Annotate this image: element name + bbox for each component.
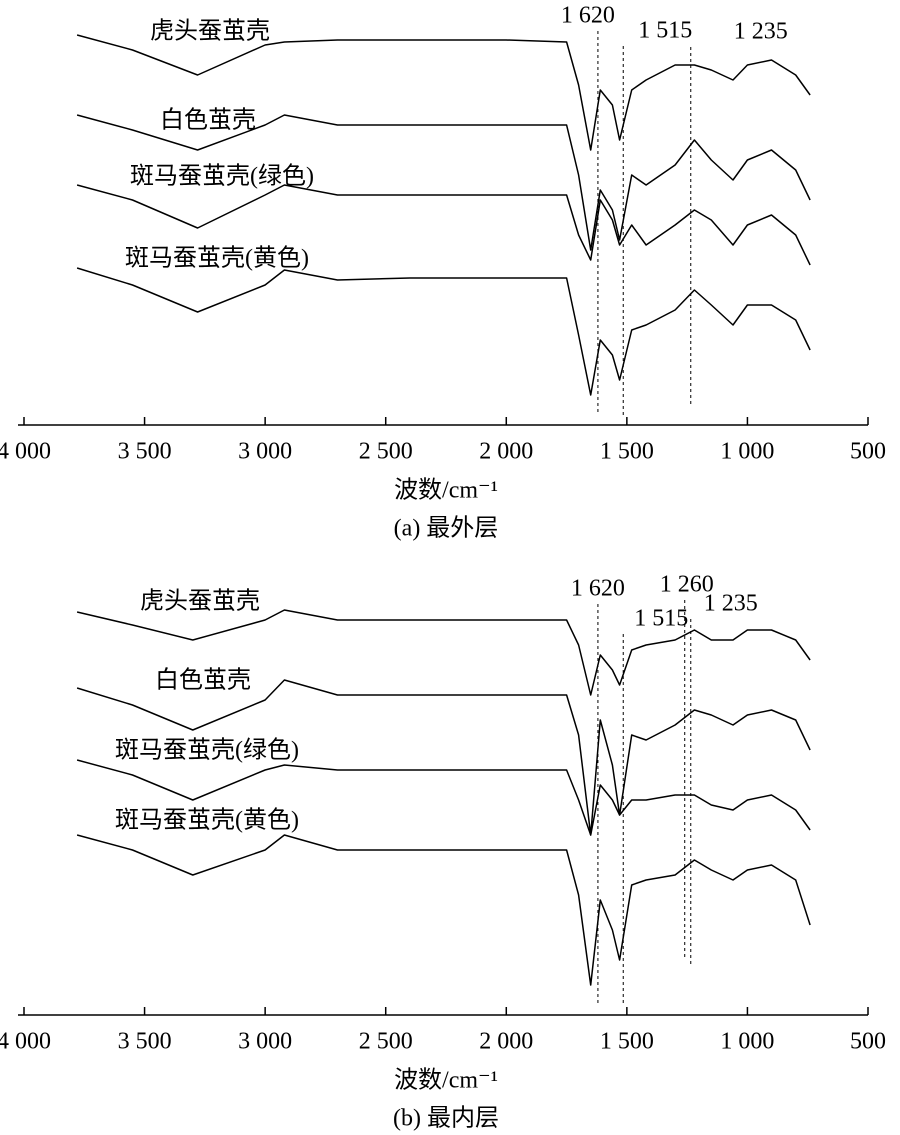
spectrum-line — [76, 184, 811, 266]
x-tick-label: 2 500 — [359, 439, 413, 465]
x-tick-label: 2 000 — [479, 439, 533, 465]
x-axis-label: 波数/cm⁻¹ — [394, 477, 498, 504]
x-axis-label: 波数/cm⁻¹ — [394, 1067, 498, 1094]
annotation-label: 1 515 — [634, 606, 688, 632]
spectrum-line — [76, 114, 811, 251]
series-label: 虎头蚕茧壳 — [140, 588, 260, 615]
x-tick-label: 3 500 — [118, 1029, 172, 1055]
x-tick-label: 3 500 — [118, 439, 172, 465]
annotation-label: 1 515 — [638, 18, 692, 44]
spectrum-line — [76, 834, 811, 986]
series-label: 斑马蚕茧壳(绿色) — [115, 737, 299, 764]
annotation-label: 1 260 — [660, 572, 714, 598]
x-tick-label: 4 000 — [0, 1029, 51, 1055]
x-tick-label: 1 500 — [600, 1029, 654, 1055]
x-tick-label: 2 500 — [359, 1029, 413, 1055]
series-label: 白色茧壳 — [155, 667, 251, 694]
annotation-label: 1 620 — [561, 3, 615, 29]
spectrum-line — [76, 34, 811, 151]
x-tick-label: 1 500 — [600, 439, 654, 465]
spectrum-line — [76, 679, 811, 836]
annotation-label: 1 235 — [704, 591, 758, 617]
series-label: 斑马蚕茧壳(黄色) — [115, 807, 299, 834]
annotation-label: 1 235 — [734, 19, 788, 45]
x-tick-label: 1 000 — [720, 439, 774, 465]
series-label: 斑马蚕茧壳(绿色) — [130, 163, 314, 190]
caption: (a) 最外层 — [394, 515, 499, 542]
x-tick-label: 3 000 — [238, 1029, 292, 1055]
x-tick-label: 3 000 — [238, 439, 292, 465]
x-tick-label: 500 — [850, 1029, 886, 1055]
x-tick-label: 2 000 — [479, 1029, 533, 1055]
x-tick-label: 4 000 — [0, 439, 51, 465]
series-label: 白色茧壳 — [160, 107, 256, 134]
x-tick-label: 1 000 — [720, 1029, 774, 1055]
spectrum-line — [76, 267, 811, 396]
series-label: 斑马蚕茧壳(黄色) — [125, 245, 309, 272]
annotation-label: 1 620 — [571, 576, 625, 602]
series-label: 虎头蚕茧壳 — [150, 18, 270, 45]
x-tick-label: 500 — [850, 439, 886, 465]
caption: (b) 最内层 — [393, 1105, 499, 1132]
spectrum-line — [76, 759, 811, 836]
spectrum-line — [76, 609, 811, 696]
